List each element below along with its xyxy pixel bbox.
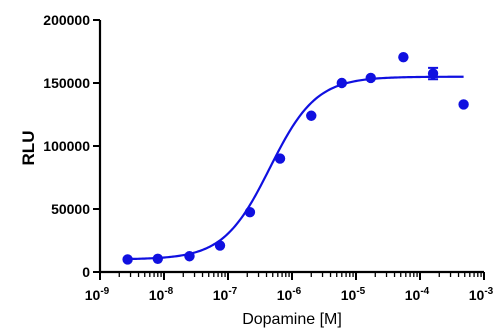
data-point	[244, 206, 256, 218]
data-point	[274, 153, 286, 164]
x-tick-label: 10-5	[341, 286, 366, 303]
y-tick-label: 100000	[43, 138, 90, 154]
y-axis-label: RLU	[19, 131, 38, 166]
data-point	[152, 253, 163, 264]
data-point	[458, 99, 469, 110]
x-tick-label: 10-8	[149, 286, 174, 303]
data-point	[306, 110, 317, 121]
x-tick-label: 10-3	[469, 286, 494, 303]
data-point	[365, 72, 376, 84]
data-point	[122, 254, 133, 265]
x-axis-label: Dopamine [M]	[242, 311, 342, 328]
axis-ticks	[93, 19, 485, 280]
x-tick-label: 10-4	[405, 286, 430, 303]
fit-curve	[127, 75, 464, 261]
axis-lines	[98, 20, 484, 274]
data-point	[398, 51, 409, 63]
y-tick-label: 150000	[43, 75, 90, 91]
data-points	[122, 51, 469, 265]
data-point	[336, 77, 348, 89]
data-point	[184, 251, 195, 262]
data-point	[427, 68, 439, 79]
data-point	[214, 240, 226, 251]
axes	[98, 20, 484, 274]
x-tick-label: 10-6	[277, 286, 302, 303]
x-tick-label: 10-7	[213, 286, 238, 303]
y-tick-label: 200000	[43, 12, 90, 28]
x-tick-label: 10-9	[85, 286, 110, 303]
y-tick-label: 0	[82, 264, 90, 280]
y-tick-label: 50000	[51, 201, 90, 217]
tick-labels: 0 50000 100000 150000 200000 10-9 10-8 10-7 10-6…	[43, 12, 493, 303]
